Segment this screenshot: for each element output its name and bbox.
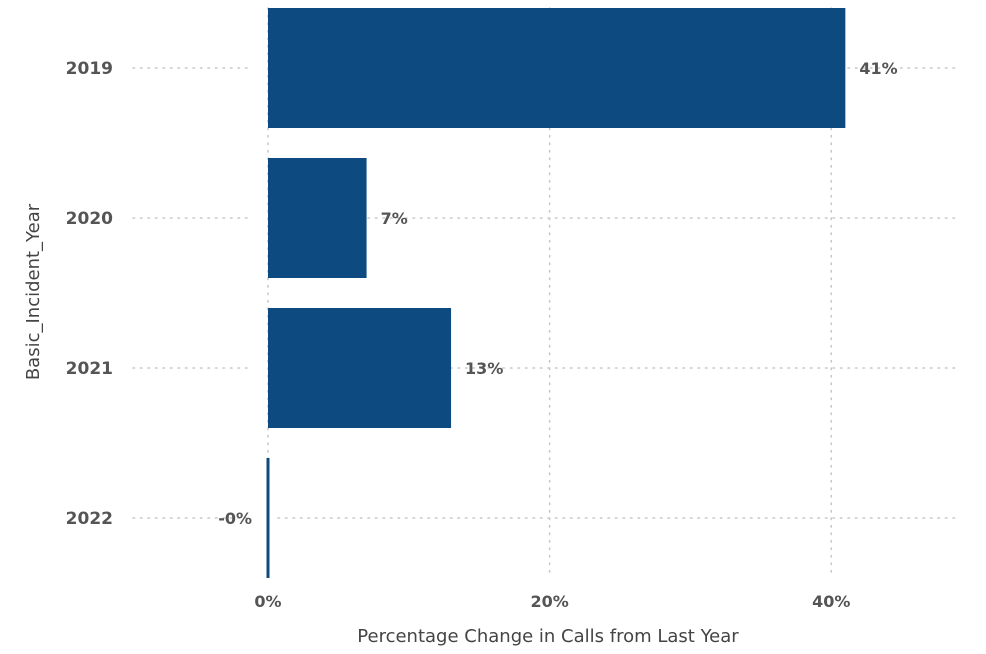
x-tick-label: 20% xyxy=(530,592,568,611)
y-category-label: 2021 xyxy=(66,359,113,379)
data-label: 13% xyxy=(465,359,503,378)
x-tick-label: 40% xyxy=(812,592,850,611)
y-axis-title: Basic_Incident_Year xyxy=(23,203,44,380)
label-layer: 0% 20% 40% 2019 41% 2020 7% 2021 13% 2022 -0% xyxy=(66,59,898,611)
bar-layer xyxy=(266,8,846,578)
bar-2022 xyxy=(266,458,270,578)
data-label: 41% xyxy=(859,59,897,78)
x-tick-label: 0% xyxy=(254,592,281,611)
data-label: 7% xyxy=(381,209,408,228)
y-category-label: 2022 xyxy=(66,509,113,529)
bar-2019 xyxy=(268,8,846,128)
bar-2020 xyxy=(268,158,367,278)
y-category-label: 2020 xyxy=(66,209,113,229)
y-category-label: 2019 xyxy=(66,59,113,79)
x-axis-title: Percentage Change in Calls from Last Yea… xyxy=(357,626,739,647)
data-label: -0% xyxy=(218,509,252,528)
bar-2021 xyxy=(268,308,452,428)
